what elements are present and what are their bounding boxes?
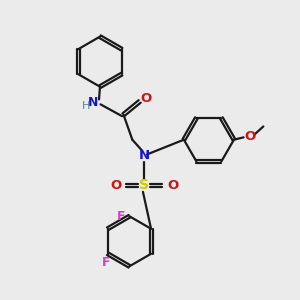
Text: O: O <box>167 179 178 192</box>
Text: N: N <box>88 96 99 110</box>
Text: O: O <box>110 179 121 192</box>
Text: O: O <box>245 130 256 143</box>
Text: S: S <box>139 178 149 192</box>
Text: N: N <box>139 149 150 162</box>
Text: H: H <box>82 101 90 111</box>
Text: F: F <box>102 256 110 268</box>
Text: O: O <box>140 92 152 105</box>
Text: F: F <box>117 210 125 223</box>
